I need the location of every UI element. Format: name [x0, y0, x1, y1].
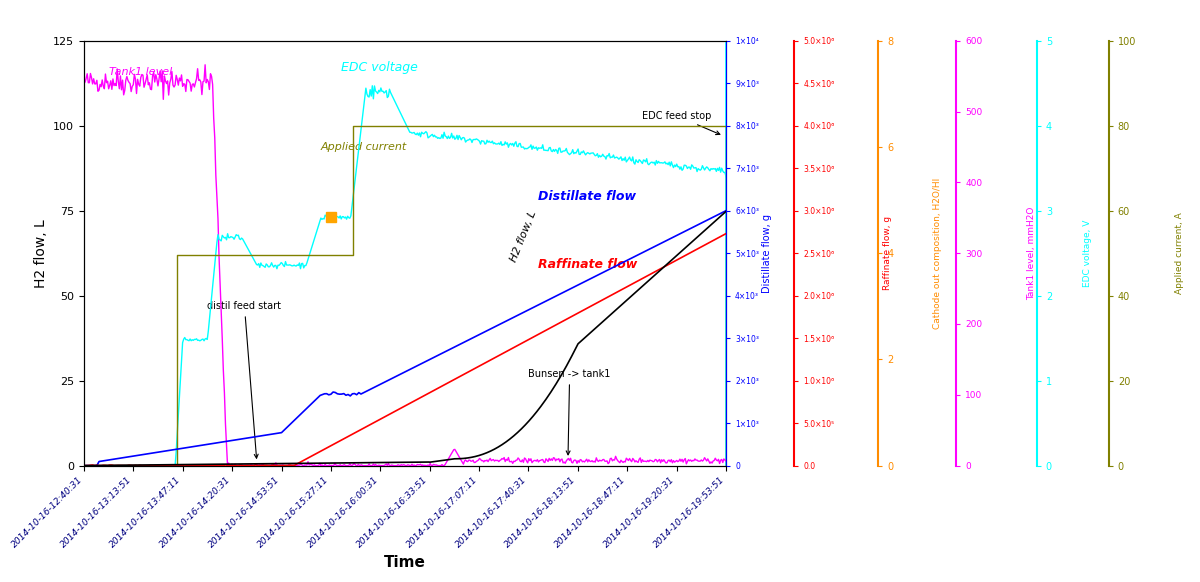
- Y-axis label: Raffinate flow, g: Raffinate flow, g: [883, 216, 893, 290]
- Text: Bunsen -> tank1: Bunsen -> tank1: [528, 369, 611, 455]
- X-axis label: Time: Time: [384, 555, 426, 570]
- Text: distil feed start: distil feed start: [208, 301, 282, 458]
- Text: H2 flow, L: H2 flow, L: [509, 210, 539, 264]
- Y-axis label: Applied current, A: Applied current, A: [1175, 212, 1184, 294]
- Y-axis label: Tank1 level, mmH2O: Tank1 level, mmH2O: [1027, 207, 1036, 300]
- Text: Applied current: Applied current: [322, 141, 407, 151]
- Text: Tank1 level: Tank1 level: [109, 67, 172, 77]
- Y-axis label: EDC voltage, V: EDC voltage, V: [1082, 219, 1092, 287]
- Text: EDC feed stop: EDC feed stop: [642, 111, 720, 134]
- Y-axis label: Cathode out composition, H2O/HI: Cathode out composition, H2O/HI: [932, 178, 942, 329]
- Text: Raffinate flow: Raffinate flow: [539, 258, 637, 271]
- Y-axis label: Distillate flow, g: Distillate flow, g: [762, 214, 772, 293]
- Text: EDC voltage: EDC voltage: [341, 61, 418, 74]
- Y-axis label: H2 flow, L: H2 flow, L: [34, 219, 48, 288]
- Text: Distillate flow: Distillate flow: [539, 190, 636, 204]
